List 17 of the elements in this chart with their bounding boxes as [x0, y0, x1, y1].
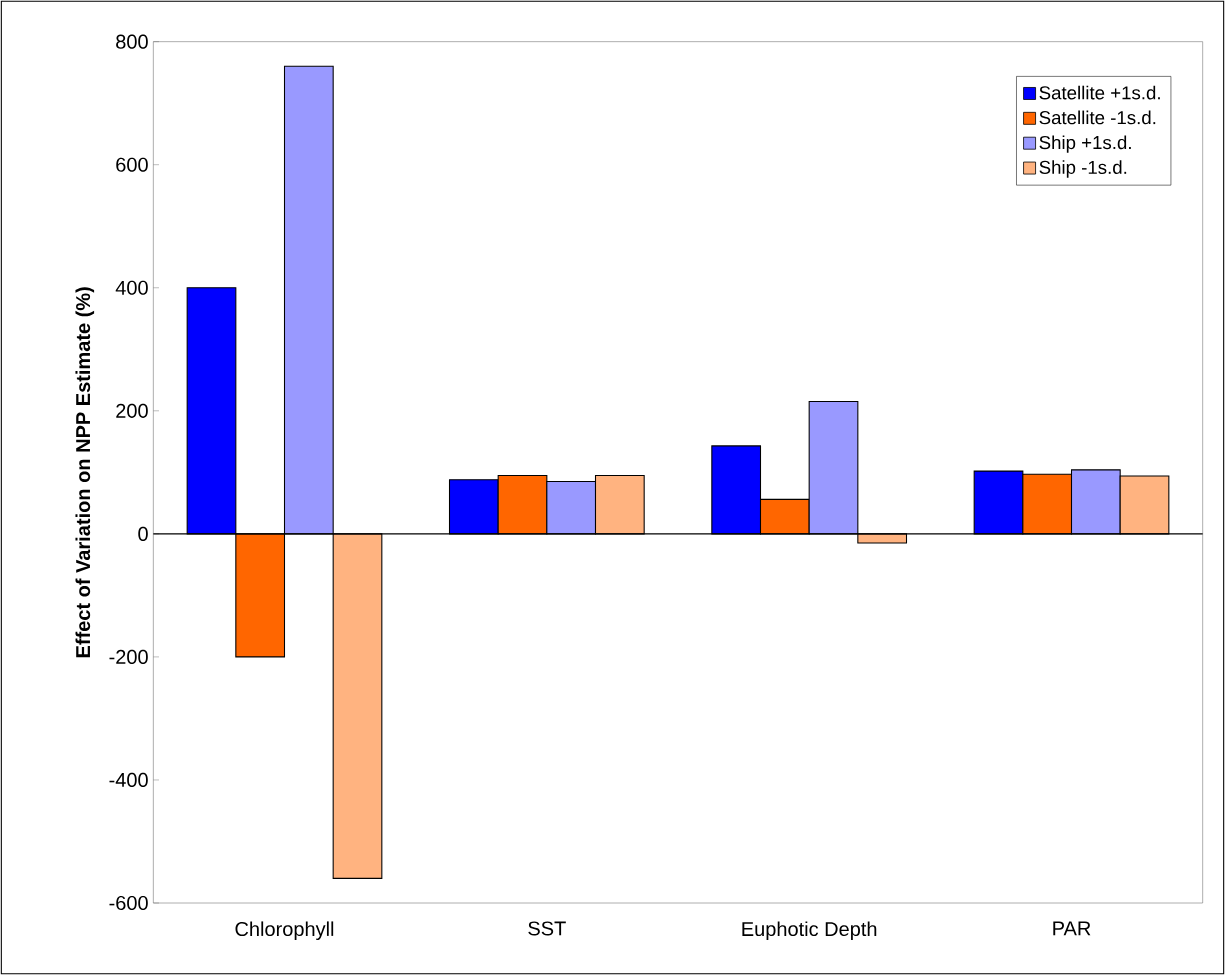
y-tick-label: 0 [138, 526, 148, 541]
y-tick-label: 400 [115, 280, 148, 295]
x-tick-label: PAR [1053, 921, 1091, 936]
y-tick-label: 600 [116, 157, 148, 172]
y-tick-label: -400 [109, 772, 148, 788]
legend-label: Satellite +1s.d. [1039, 85, 1160, 100]
x-tick-label: Euphotic Depth [742, 921, 877, 941]
y-tick-label: -600 [109, 895, 148, 911]
x-tick-label: Chlorophyll [235, 921, 334, 941]
y-tick-label: 800 [116, 34, 148, 49]
y-tick-label: 200 [116, 403, 148, 418]
legend-label: Ship +1s.d. [1039, 135, 1131, 153]
x-tick-label: SST [528, 921, 566, 936]
legend-label: Ship -1s.d. [1039, 160, 1127, 178]
y-tick-label: -200 [109, 649, 148, 664]
y-axis-title: Effect of Variation on NPP Estimate (%) [75, 287, 95, 658]
legend-label: Satellite -1s.d. [1039, 110, 1156, 125]
